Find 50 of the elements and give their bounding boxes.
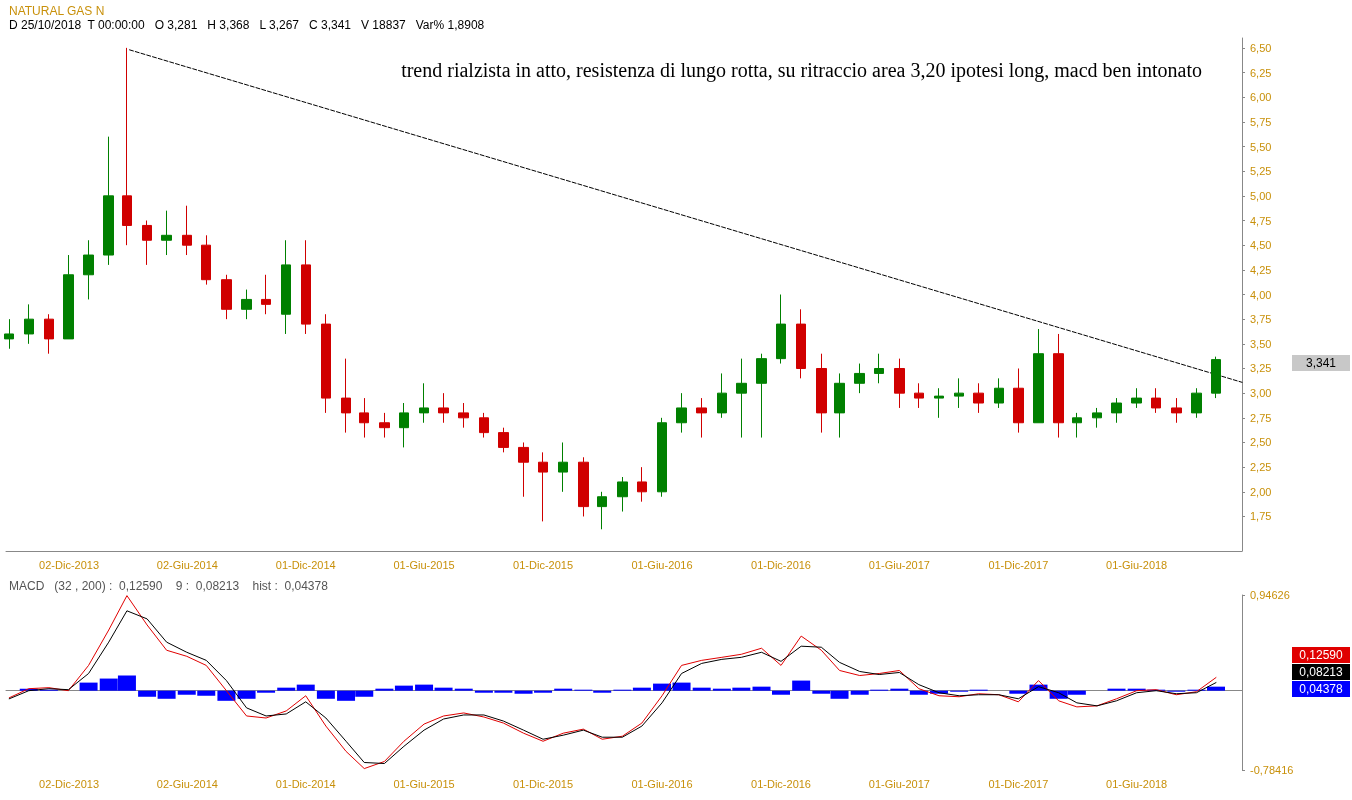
x-tick-label: 01-Giu-2018 [1106,558,1168,571]
x-tick-label: 01-Giu-2016 [631,777,693,790]
y-tick-label: 4,75 [1250,214,1272,227]
y-tick-label: 2,50 [1250,436,1272,449]
x-tick-label: 01-Dic-2017 [988,558,1049,571]
x-tick-label: 02-Dic-2013 [39,777,100,790]
y-tick-label: 5,75 [1250,115,1272,128]
y-tick-label: 0,94626 [1250,589,1290,601]
y-tick-label: 4,00 [1250,288,1272,301]
y-tick-label: 5,50 [1250,140,1272,153]
y-tick-label: 6,50 [1250,41,1272,54]
x-tick-label: 01-Dic-2015 [513,558,574,571]
text: 3,341 [1305,356,1337,370]
chart-title: NATURAL GAS N [9,4,105,18]
x-tick-label: 01-Giu-2017 [868,777,930,790]
x-tick-label: 02-Dic-2013 [39,558,100,571]
y-tick-label: 2,75 [1250,411,1272,424]
y-tick-label: -0,78416 [1250,764,1294,776]
x-tick-label: 02-Giu-2014 [156,777,218,790]
x-tick-label: 01-Dic-2016 [751,558,811,571]
chart-subtitle: D 25/10/2018 T 00:00:00 O 3,281 H 3,368 L 3,267 C 3,341 V 18837 Var% 1,8908 [9,18,485,32]
x-tick-label: 01-Giu-2015 [393,558,455,571]
text: 0,08213 [1299,665,1344,679]
annotation: trend rialzista in atto, resistenza di lungo rotta, su ritraccio area 3,20 ipotesi long, macd ben intonato [401,59,1203,82]
y-tick-label: 5,00 [1250,189,1272,202]
x-tick-label: 01-Dic-2017 [988,777,1049,790]
y-tick-label: 3,50 [1250,337,1272,350]
y-tick-label: 1,75 [1250,510,1272,523]
x-tick-label: 01-Dic-2014 [275,777,336,790]
x-tick-label: 01-Giu-2016 [631,558,693,571]
y-tick-label: 4,50 [1250,239,1272,252]
y-tick-label: 2,00 [1250,485,1272,498]
y-tick-label: 5,25 [1250,165,1272,178]
x-tick-label: 01-Giu-2015 [393,777,455,790]
chart-title: MACD (32 , 200) : 0,12590 9 : 0,08213 hist : 0,04378 [9,579,329,593]
x-tick-label: 02-Giu-2014 [156,558,218,571]
x-tick-label: 01-Dic-2014 [275,558,336,571]
y-tick-label: 4,25 [1250,263,1272,276]
y-tick-label: 6,25 [1250,66,1272,79]
y-tick-label: 6,00 [1250,91,1272,104]
y-tick-label: 2,25 [1250,461,1272,474]
x-tick-label: 01-Dic-2015 [513,777,574,790]
x-tick-label: 01-Giu-2018 [1106,777,1168,790]
x-tick-label: 01-Giu-2017 [868,558,930,571]
y-tick-label: 3,75 [1250,313,1272,326]
text: 0,04378 [1299,682,1344,696]
text: 0,12590 [1299,648,1344,662]
y-tick-label: 3,25 [1250,362,1272,375]
y-tick-label: 3,00 [1250,387,1272,400]
x-tick-label: 01-Dic-2016 [751,777,811,790]
